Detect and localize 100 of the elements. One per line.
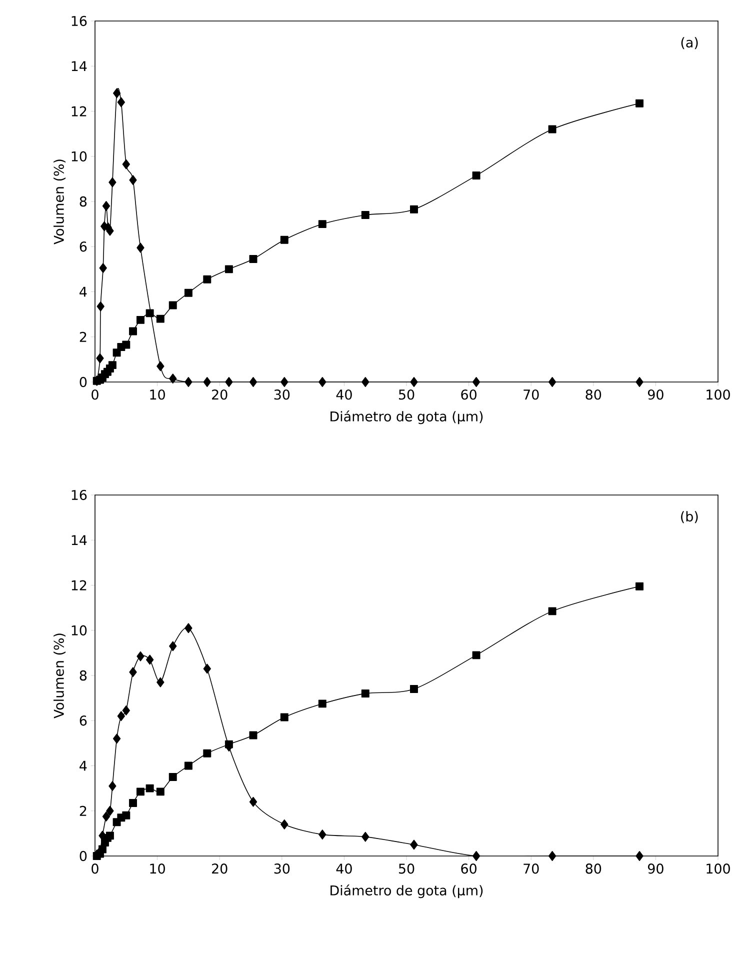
point: [184, 623, 192, 634]
point: [108, 361, 116, 370]
point: [636, 99, 644, 108]
point: [168, 301, 177, 310]
point: [318, 220, 326, 228]
point: [361, 690, 370, 698]
point: [146, 654, 154, 665]
x-tick-label: 10: [150, 864, 165, 874]
point: [636, 377, 644, 387]
point: [249, 255, 258, 264]
y-tick-label: 4: [80, 760, 87, 771]
y-tick-label: 14: [72, 535, 87, 546]
x-tick-label: 80: [586, 390, 602, 400]
point: [146, 309, 154, 318]
x-tick-label: 20: [212, 390, 228, 400]
point: [318, 700, 326, 708]
x-tick-label: 50: [398, 390, 414, 400]
point: [169, 641, 177, 652]
point: [472, 172, 480, 180]
point: [108, 177, 116, 188]
point: [122, 811, 130, 820]
x-tick-label: 60: [461, 390, 476, 400]
point: [122, 159, 130, 170]
point: [117, 97, 125, 108]
point: [410, 685, 418, 694]
point: [169, 374, 177, 384]
x-tick-label: 30: [274, 390, 290, 400]
point: [636, 582, 644, 590]
point: [636, 851, 644, 861]
y-tick-label: 14: [72, 61, 87, 72]
point: [361, 211, 370, 220]
point: [318, 830, 326, 840]
y-axis-title: Volumen (%): [54, 160, 66, 244]
point: [472, 651, 480, 660]
point: [99, 263, 107, 274]
point: [96, 301, 104, 312]
x-tick-label: 40: [336, 864, 352, 874]
point: [472, 851, 480, 861]
x-tick-label: 70: [524, 390, 539, 400]
point: [280, 819, 288, 830]
point: [106, 806, 114, 816]
point: [249, 377, 258, 387]
point: [129, 327, 137, 336]
x-axis-title: Diámetro de gota (µm): [330, 410, 483, 424]
y-tick-label: 4: [80, 286, 87, 297]
point: [318, 377, 326, 387]
y-tick-label: 8: [80, 670, 87, 681]
point: [249, 731, 258, 740]
point: [184, 762, 192, 770]
y-tick-label: 2: [80, 332, 86, 342]
x-tick-label: 100: [706, 864, 730, 874]
point: [136, 788, 144, 796]
y-tick-label: 12: [72, 580, 86, 590]
point: [203, 664, 211, 674]
point: [548, 125, 556, 134]
point: [548, 377, 556, 387]
point: [410, 205, 418, 214]
x-tick-label: 100: [706, 390, 730, 400]
y-tick-label: 0: [80, 850, 87, 862]
point: [146, 784, 154, 792]
point: [410, 377, 418, 387]
x-tick-label: 30: [274, 864, 290, 874]
y-tick-label: 6: [80, 242, 87, 252]
point: [410, 840, 418, 850]
x-tick-label: 60: [461, 864, 476, 874]
point: [548, 607, 556, 616]
point: [156, 361, 164, 372]
point: [129, 175, 137, 186]
point: [108, 781, 116, 792]
annotation: (b): [681, 511, 698, 524]
y-tick-label: 16: [72, 16, 87, 26]
point: [224, 265, 233, 274]
point: [112, 88, 121, 98]
point: [362, 832, 370, 842]
point: [129, 667, 137, 678]
point: [136, 242, 144, 253]
point: [168, 773, 177, 782]
point: [184, 288, 192, 297]
point: [106, 832, 114, 840]
point: [224, 740, 233, 748]
y-tick-label: 8: [80, 196, 87, 207]
y-tick-label: 10: [72, 625, 87, 636]
point: [117, 711, 125, 722]
x-tick-label: 70: [524, 864, 539, 874]
point: [102, 812, 110, 822]
x-tick-label: 0: [92, 864, 98, 874]
x-tick-label: 10: [150, 390, 165, 400]
point: [203, 749, 212, 758]
point: [548, 851, 556, 861]
y-tick-label: 12: [72, 106, 86, 116]
point: [136, 316, 144, 324]
x-tick-label: 20: [212, 864, 228, 874]
y-tick-label: 0: [80, 376, 87, 388]
x-tick-label: 50: [398, 864, 414, 874]
point: [112, 734, 121, 744]
point: [280, 713, 288, 722]
point: [249, 796, 258, 807]
point: [96, 353, 104, 364]
x-tick-label: 90: [648, 390, 664, 400]
y-tick-label: 6: [80, 716, 87, 726]
